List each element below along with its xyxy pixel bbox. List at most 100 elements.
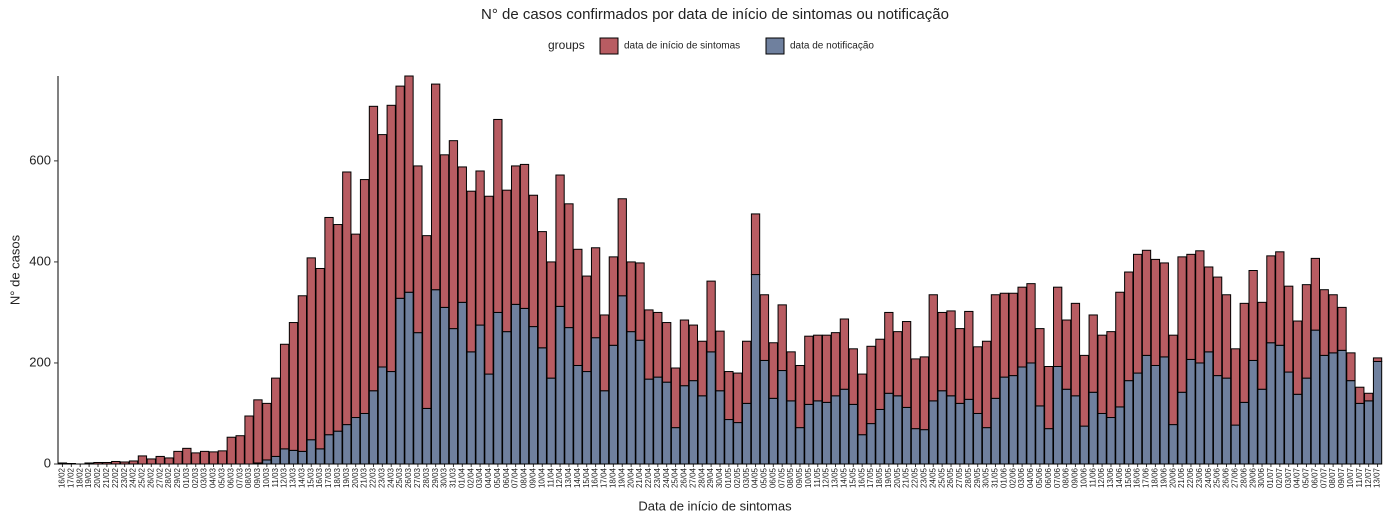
x-tick-label: 20/04 bbox=[626, 467, 635, 488]
bar-segment bbox=[964, 310, 974, 400]
bar-segment bbox=[288, 449, 299, 465]
x-tick-label: 06/06 bbox=[1044, 467, 1053, 488]
bar-segment bbox=[1221, 377, 1232, 465]
bar-segment bbox=[297, 295, 308, 452]
x-tick-label: 22/02 bbox=[111, 467, 120, 488]
x-tick-label: 03/07 bbox=[1284, 467, 1293, 488]
bar-segment bbox=[848, 403, 858, 465]
x-tick-label: 19/03 bbox=[342, 467, 351, 488]
bar-segment bbox=[1364, 392, 1374, 402]
x-tick-label: 27/05 bbox=[955, 467, 964, 488]
y-tick-label: 400 bbox=[29, 253, 51, 268]
bar-segment bbox=[395, 297, 405, 465]
bar-segment bbox=[217, 450, 228, 465]
bar-segment bbox=[1328, 294, 1338, 354]
x-tick-label: 11/07 bbox=[1355, 467, 1364, 487]
x-tick-label: 23/02 bbox=[120, 467, 129, 488]
bar-segment bbox=[910, 358, 921, 430]
bar-segment bbox=[1346, 380, 1356, 465]
bar-segment bbox=[750, 213, 761, 276]
bar-segment bbox=[981, 340, 992, 429]
bar-segment bbox=[377, 366, 387, 465]
x-tick-label: 17/05 bbox=[866, 467, 875, 488]
bar-segment bbox=[155, 455, 165, 465]
bar-segment bbox=[1053, 365, 1063, 465]
bar-segment bbox=[1186, 358, 1196, 465]
x-tick-label: 25/04 bbox=[671, 467, 680, 488]
bar-segment bbox=[697, 395, 707, 465]
bar-segment bbox=[848, 348, 858, 405]
x-tick-label: 19/04 bbox=[617, 467, 626, 488]
bar-segment bbox=[1150, 364, 1161, 465]
x-tick-label: 23/04 bbox=[653, 467, 662, 488]
bar-segment bbox=[582, 371, 592, 465]
bar-segment bbox=[1017, 366, 1027, 465]
bar-segment bbox=[1079, 354, 1089, 427]
bar-segment bbox=[1106, 331, 1116, 419]
x-tick-label: 12/03 bbox=[280, 467, 289, 488]
bar-segment bbox=[1230, 348, 1241, 426]
x-tick-label: 26/05 bbox=[946, 467, 955, 488]
x-tick-label: 23/05 bbox=[919, 467, 928, 488]
bar-segment bbox=[821, 334, 832, 403]
y-tick-label: 200 bbox=[29, 354, 51, 369]
bar-segment bbox=[768, 342, 778, 399]
bar-segment bbox=[235, 435, 245, 465]
bar-segment bbox=[830, 395, 841, 465]
x-tick-label: 11/04 bbox=[546, 467, 555, 487]
bar-segment bbox=[608, 344, 619, 465]
bar-segment bbox=[439, 154, 450, 308]
x-tick-label: 05/05 bbox=[760, 467, 769, 488]
bar-segment bbox=[715, 390, 725, 465]
x-tick-label: 14/03 bbox=[297, 467, 306, 488]
x-tick-label: 16/04 bbox=[591, 467, 600, 488]
bar-segment bbox=[1275, 251, 1285, 346]
bar-segment bbox=[768, 397, 778, 465]
x-tick-label: 13/07 bbox=[1373, 467, 1382, 488]
x-tick-label: 24/06 bbox=[1204, 467, 1213, 488]
bar-segment bbox=[1292, 393, 1303, 465]
bar-segment bbox=[484, 195, 494, 375]
x-tick-label: 03/06 bbox=[1017, 467, 1026, 488]
x-tick-label: 29/02 bbox=[173, 467, 182, 488]
bar-segment bbox=[884, 311, 894, 394]
bar-segment bbox=[519, 307, 530, 465]
x-tick-label: 26/03 bbox=[404, 467, 413, 488]
bar-segment bbox=[368, 105, 379, 392]
bar-segment bbox=[759, 359, 770, 465]
x-tick-label: 24/03 bbox=[386, 467, 395, 488]
x-tick-label: 17/04 bbox=[600, 467, 609, 488]
bar-segment bbox=[1177, 256, 1187, 393]
bar-segment bbox=[537, 231, 547, 349]
bar-segment bbox=[928, 400, 938, 465]
x-tick-label: 07/06 bbox=[1053, 467, 1062, 488]
x-tick-label: 02/03 bbox=[191, 467, 200, 488]
bar-segment bbox=[1168, 424, 1178, 465]
bar-segment bbox=[466, 351, 476, 465]
x-tick-label: 27/06 bbox=[1230, 467, 1239, 488]
bar-segment bbox=[1212, 375, 1223, 465]
bar-segment bbox=[351, 417, 361, 465]
y-axis-title: N° de casos bbox=[7, 234, 22, 305]
bar-segment bbox=[1212, 276, 1223, 377]
bar-segment bbox=[359, 179, 370, 414]
bar-segment bbox=[813, 334, 823, 402]
x-tick-label: 13/05 bbox=[831, 467, 840, 488]
bar-segment bbox=[1319, 289, 1329, 356]
x-tick-label: 08/06 bbox=[1062, 467, 1071, 488]
x-tick-label: 18/06 bbox=[1151, 467, 1160, 488]
x-tick-label: 29/05 bbox=[973, 467, 982, 488]
bar-segment bbox=[475, 170, 485, 326]
bar-segment bbox=[164, 457, 174, 465]
x-tick-label: 30/03 bbox=[440, 467, 449, 488]
bar-segment bbox=[955, 328, 965, 404]
x-tick-label: 09/03 bbox=[253, 467, 262, 488]
bar-segment bbox=[306, 257, 316, 441]
bar-segment bbox=[599, 314, 610, 392]
x-tick-label: 26/02 bbox=[146, 467, 155, 488]
x-tick-label: 30/04 bbox=[715, 467, 724, 488]
bar-segment bbox=[617, 295, 627, 465]
bar-segment bbox=[422, 407, 432, 465]
bar-segment bbox=[901, 406, 912, 465]
x-tick-label: 09/04 bbox=[529, 467, 538, 488]
